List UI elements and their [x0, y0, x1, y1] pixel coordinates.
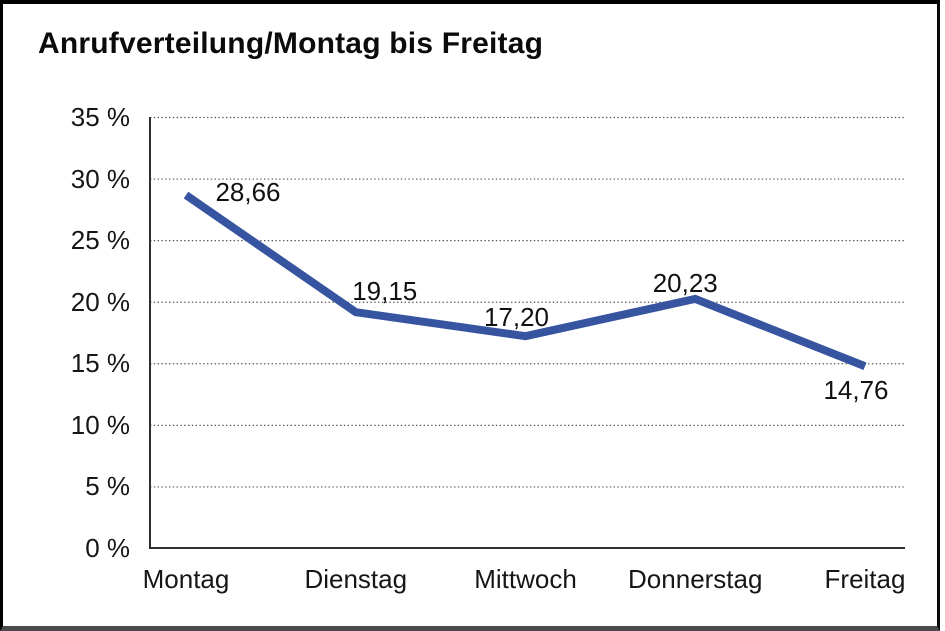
y-tick-label: 25 %	[70, 225, 130, 256]
y-tick-label: 5 %	[85, 471, 130, 502]
x-category-label: Dienstag	[304, 564, 408, 594]
axes	[149, 117, 905, 549]
data-value-label: 20,23	[652, 267, 718, 298]
chart-title: Anrufverteilung/Montag bis Freitag	[38, 27, 544, 60]
y-tick-label: 35 %	[70, 102, 130, 132]
y-tick-label: 20 %	[70, 286, 130, 317]
data-line-series	[183, 191, 867, 370]
y-tick-label: 30 %	[70, 163, 130, 194]
data-value-label: 14,76	[823, 375, 889, 406]
x-category-label: Mittwoch	[474, 564, 577, 594]
data-value-label: 19,15	[352, 276, 418, 307]
x-category-label: Donnerstag	[628, 564, 763, 594]
data-value-label: 17,20	[483, 302, 550, 333]
y-tick-label: 10 %	[70, 409, 130, 440]
data-value-label: 28,66	[215, 177, 281, 208]
x-category-label: Montag	[142, 564, 230, 594]
y-tick-label: 15 %	[70, 348, 130, 379]
x-category-label: Freitag	[824, 564, 906, 594]
y-tick-label: 0 %	[85, 533, 130, 563]
